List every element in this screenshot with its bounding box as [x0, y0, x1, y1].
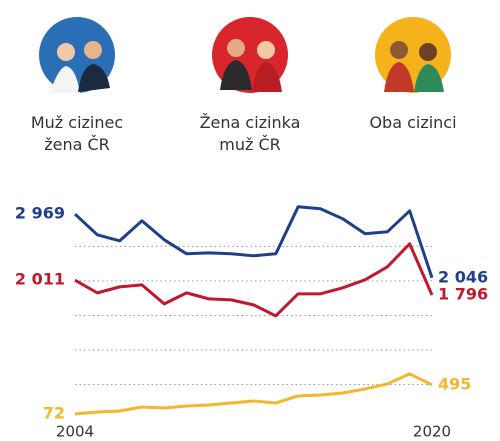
series-line	[73, 205, 434, 279]
legend-icons	[39, 17, 451, 93]
value-label: 72	[43, 404, 65, 423]
icon-man-body	[220, 60, 252, 90]
value-label: 2 046	[438, 267, 488, 286]
icon-bride-dress	[50, 66, 80, 93]
icon-man-face	[227, 39, 245, 57]
value-label: 2 969	[15, 204, 65, 223]
value-label: 2 011	[15, 270, 65, 289]
icon-groom-suit	[78, 64, 110, 92]
series-line	[74, 242, 434, 318]
value-label: 1 796	[438, 285, 488, 304]
icon-woman-face	[257, 41, 275, 59]
legend-label: Žena cizinka muž ČR	[199, 113, 301, 154]
icon-man2-face	[390, 41, 408, 59]
value-label: 495	[438, 374, 471, 393]
icon-woman2-body	[414, 64, 444, 92]
icon-groom-face	[84, 41, 102, 59]
icon-woman2-face	[419, 43, 437, 61]
legend-label: Oba cizinci	[369, 113, 457, 132]
x-tick-label: 2020	[413, 423, 451, 441]
legend-label: Muž cizinec žena ČR	[30, 113, 124, 154]
series-line	[74, 372, 433, 416]
icon-bride-face	[57, 43, 75, 61]
x-tick-label: 2004	[56, 423, 94, 441]
icon-man2-body	[384, 62, 414, 92]
icon-woman-dress	[252, 62, 282, 92]
